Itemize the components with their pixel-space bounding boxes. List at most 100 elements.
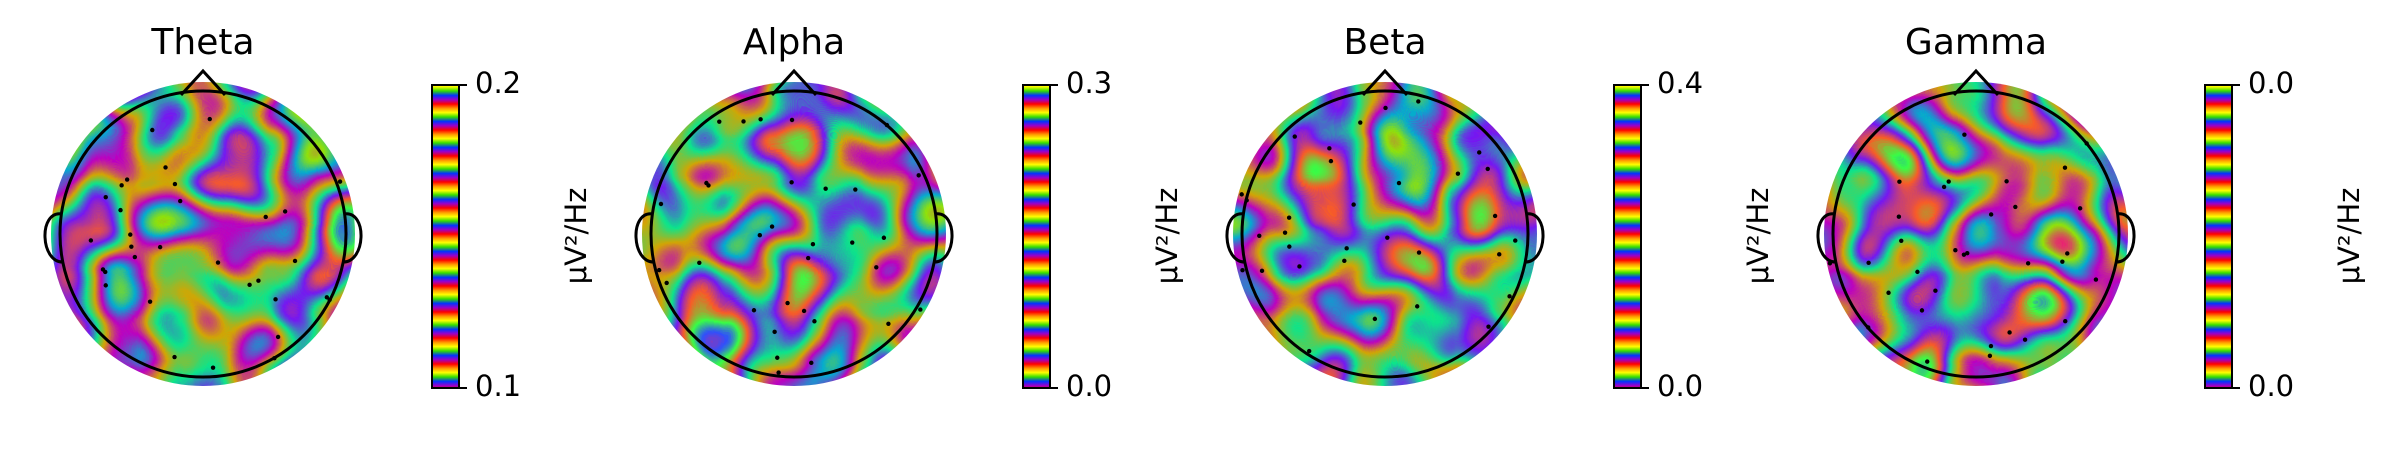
- sensor: [1965, 251, 1970, 256]
- sensor: [785, 300, 790, 306]
- sensor: [874, 265, 879, 270]
- nose: [1952, 68, 2000, 97]
- sensor: [789, 117, 795, 123]
- sensor: [717, 119, 722, 124]
- sensor: [129, 244, 134, 249]
- sensor: [207, 116, 212, 122]
- sensor: [172, 181, 178, 187]
- sensor: [103, 194, 108, 200]
- sensor: [704, 180, 709, 186]
- sensor: [697, 260, 702, 265]
- sensor: [272, 355, 277, 361]
- sensor: [884, 122, 890, 128]
- sensor: [789, 180, 794, 185]
- sensor: [918, 307, 923, 312]
- sensor: [1897, 179, 1902, 184]
- ear-left: [1225, 212, 1247, 264]
- ear-right: [2114, 212, 2136, 264]
- ear-right: [932, 212, 954, 264]
- sensor: [1306, 348, 1312, 354]
- sensor: [1416, 250, 1422, 255]
- colorbar-tick-label: 0.0: [1657, 369, 1703, 403]
- sensor: [157, 244, 163, 250]
- ear-left: [43, 212, 65, 264]
- sensor: [801, 308, 807, 314]
- sensor: [2007, 330, 2012, 335]
- panel-title: Beta: [1343, 22, 1426, 63]
- sensor: [172, 354, 177, 360]
- sensor: [247, 282, 252, 288]
- sensor: [1497, 252, 1502, 257]
- panel: Beta 0.0 0.4 μV²/Hz: [1225, 22, 1775, 403]
- sensor: [1988, 343, 1994, 349]
- sensor: [886, 321, 891, 326]
- sensor: [177, 198, 183, 204]
- topomap-field: [51, 82, 355, 386]
- sensor: [147, 299, 153, 304]
- sensor: [128, 232, 133, 237]
- sensor: [2084, 141, 2089, 146]
- topomap-field: [642, 82, 946, 386]
- sensor: [1257, 233, 1262, 238]
- sensor: [1941, 184, 1947, 190]
- sensor: [1372, 316, 1378, 322]
- colorbar-tick-label: 0.4: [1657, 66, 1703, 100]
- sensor: [337, 179, 343, 184]
- panel-title: Alpha: [743, 22, 845, 63]
- sensor: [1492, 213, 1498, 219]
- sensor: [916, 173, 921, 178]
- ear-right: [1523, 212, 1545, 264]
- nose: [770, 68, 818, 97]
- sensor: [324, 295, 330, 300]
- colorbar-label: μV²/Hz: [1150, 188, 1184, 285]
- topomap-field: [1233, 82, 1537, 386]
- sensor: [758, 117, 763, 122]
- sensor: [2065, 251, 2070, 256]
- sensor: [1961, 252, 1967, 257]
- sensor: [1953, 248, 1958, 253]
- sensor: [256, 278, 261, 283]
- head-outline: [1831, 89, 2121, 379]
- nose: [1361, 68, 1409, 97]
- sensor: [1455, 171, 1461, 176]
- sensor: [1925, 359, 1930, 364]
- sensor: [2025, 261, 2031, 266]
- sensor: [215, 260, 221, 265]
- sensor: [2013, 204, 2018, 210]
- sensor: [1866, 325, 1871, 330]
- sensor: [1259, 268, 1265, 274]
- sensor: [1351, 202, 1356, 207]
- sensor: [1477, 150, 1482, 155]
- sensor: [327, 297, 332, 302]
- head-outline: [649, 89, 939, 379]
- sensor: [163, 165, 168, 170]
- panel: Gamma 0.0 0.0 μV²/Hz: [1816, 22, 2366, 403]
- sensor: [1287, 244, 1292, 249]
- sensor: [664, 280, 669, 286]
- sensor: [2060, 259, 2065, 264]
- sensor: [2004, 179, 2009, 184]
- panel-title: Gamma: [1905, 22, 2047, 63]
- sensor: [658, 201, 664, 207]
- sensor: [273, 297, 278, 302]
- sensor: [2063, 319, 2068, 324]
- sensor: [776, 370, 781, 375]
- sensor: [1297, 264, 1302, 269]
- sensor: [1415, 304, 1420, 309]
- colorbar-label: μV²/Hz: [2332, 188, 2366, 285]
- sensor: [103, 283, 108, 288]
- head-outline: [1240, 89, 1530, 379]
- sensor: [292, 258, 298, 264]
- panel: Alpha 0.0 0.3 μV²/Hz: [634, 22, 1184, 403]
- sensor: [741, 119, 746, 124]
- sensor: [132, 254, 138, 260]
- sensor: [1486, 324, 1491, 329]
- sensor: [1827, 261, 1833, 266]
- colorbar: [2204, 84, 2233, 389]
- colorbar: [1613, 84, 1642, 389]
- ear-left: [634, 212, 656, 264]
- sensor: [1513, 238, 1518, 243]
- sensor: [751, 308, 757, 313]
- sensor: [1987, 353, 1993, 359]
- colorbar-tick-label: 0.0: [1066, 369, 1112, 403]
